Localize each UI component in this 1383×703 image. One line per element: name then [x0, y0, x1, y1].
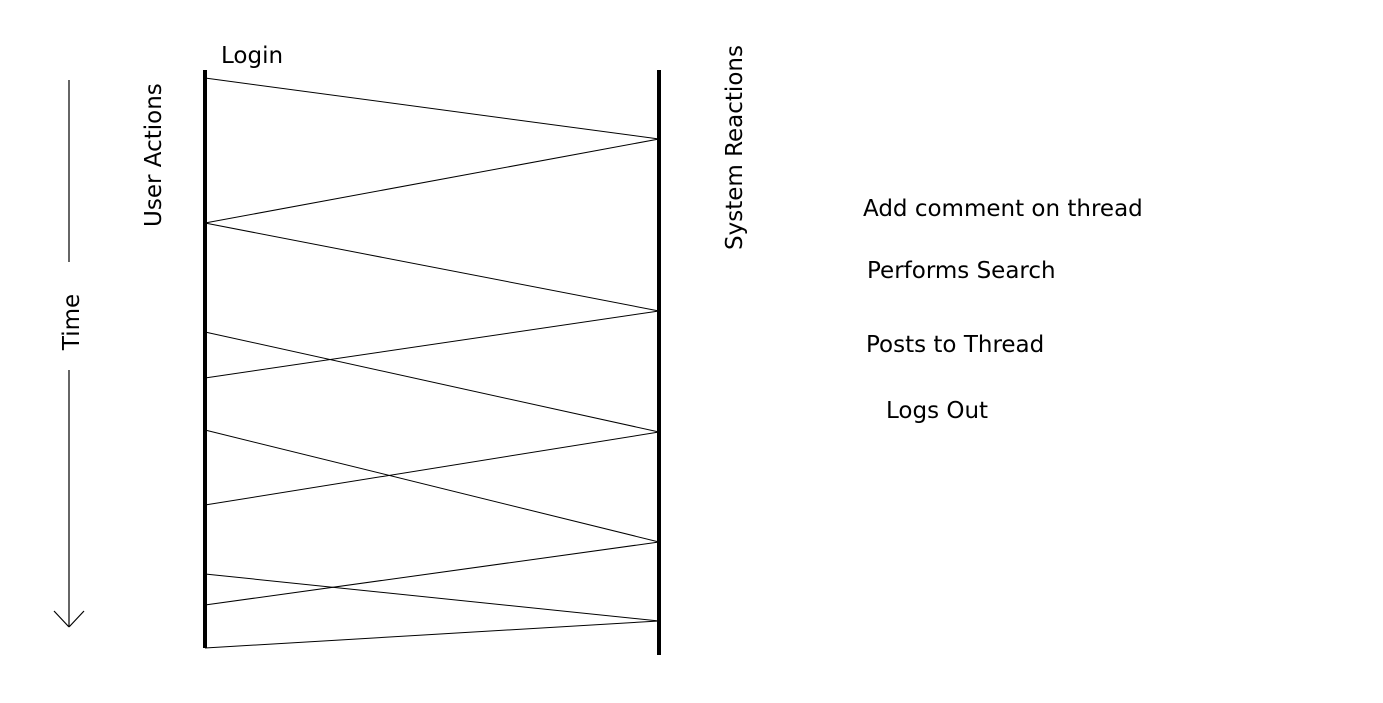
message-line	[204, 331, 660, 433]
time-arrow	[53, 80, 85, 628]
message-line	[204, 431, 660, 506]
note-performs-search: Performs Search	[867, 258, 1056, 284]
message-line	[204, 541, 660, 606]
note-posts-to-thread: Posts to Thread	[866, 332, 1044, 358]
message-line	[204, 620, 660, 649]
system-reactions-label: System Reactions	[722, 45, 748, 250]
message-line	[204, 310, 660, 379]
message-lines	[204, 77, 660, 649]
message-line	[204, 429, 660, 543]
message-line	[204, 77, 660, 140]
user-actions-label: User Actions	[141, 83, 167, 227]
message-line	[204, 138, 660, 224]
message-line	[204, 222, 660, 312]
note-add-comment: Add comment on thread	[863, 196, 1143, 222]
time-label: Time	[59, 294, 85, 351]
time-arrow-head-right	[68, 610, 85, 628]
message-line	[204, 573, 660, 622]
note-logs-out: Logs Out	[886, 398, 988, 424]
time-arrow-head-left	[53, 610, 70, 628]
login-label: Login	[221, 43, 283, 69]
